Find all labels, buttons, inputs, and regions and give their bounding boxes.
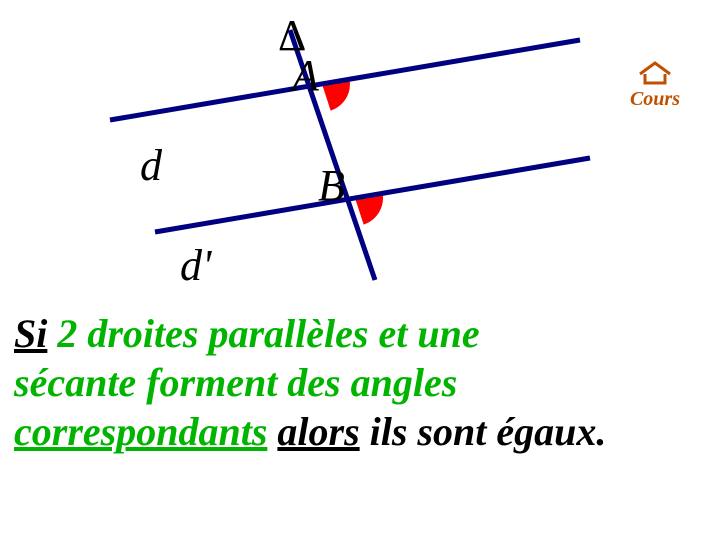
text-si: Si: [14, 311, 47, 356]
geometry-diagram: [0, 0, 720, 300]
text-cond-l3: correspondants: [14, 409, 267, 454]
label-B: B: [318, 160, 345, 211]
diagram-area: Δ A B d d': [0, 0, 720, 300]
text-space: [267, 409, 277, 454]
text-result: ils sont égaux.: [360, 409, 607, 454]
label-d: d: [140, 140, 162, 191]
text-alors: alors: [277, 409, 359, 454]
cours-label: Cours: [630, 88, 680, 110]
text-cond-l1: 2 droites parallèles et une: [47, 311, 479, 356]
text-cond-l2: sécante forment des angles: [14, 360, 457, 405]
home-icon: [637, 60, 673, 86]
label-A: A: [292, 50, 319, 101]
label-dprime: d': [180, 240, 211, 291]
cours-link[interactable]: Cours: [630, 60, 680, 111]
theorem-text: Si 2 droites parallèles et une sécante f…: [14, 310, 714, 456]
